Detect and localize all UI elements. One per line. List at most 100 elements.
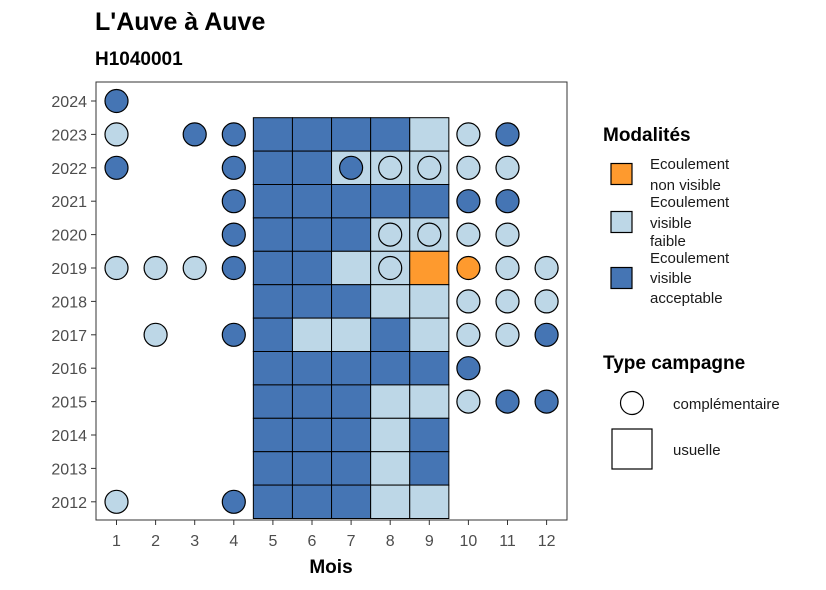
point-2017-12 bbox=[534, 322, 559, 347]
point-2012-4 bbox=[221, 489, 246, 514]
y-tick-label: 2016 bbox=[51, 361, 87, 378]
y-tick-label: 2013 bbox=[51, 461, 87, 478]
tile-2022-6 bbox=[291, 150, 333, 186]
point-2015-10 bbox=[456, 389, 481, 414]
point-2016-10 bbox=[456, 356, 481, 381]
tile-2017-9 bbox=[409, 317, 450, 353]
point-2019-3 bbox=[182, 255, 207, 281]
tile-2015-6 bbox=[291, 384, 333, 419]
point-2018-12 bbox=[534, 289, 559, 314]
x-tick-label: 4 bbox=[229, 533, 238, 550]
point-2019-2 bbox=[143, 255, 168, 281]
tile-2013-8 bbox=[370, 451, 411, 486]
legend-label-vf: Ecoulement visible faible bbox=[650, 194, 730, 250]
legend-circle-key bbox=[619, 390, 645, 416]
x-axis: 1 2 3 4 5 6 7 8 9 10 11 12 bbox=[112, 520, 556, 550]
tile-2021-9 bbox=[409, 184, 450, 219]
tile-2023-8 bbox=[370, 117, 411, 152]
y-tick-label: 2023 bbox=[51, 127, 87, 144]
chart-title: L'Auve à Auve bbox=[95, 8, 265, 36]
x-tick-label: 12 bbox=[538, 533, 556, 550]
y-axis: 2024 2023 2022 2021 2020 2019 2018 2017 2016 2015… bbox=[51, 94, 96, 512]
tile-2014-7 bbox=[331, 417, 372, 453]
point-2024-1 bbox=[104, 88, 129, 114]
y-tick-label: 2014 bbox=[51, 428, 87, 445]
point-2012-1 bbox=[104, 489, 129, 514]
point-2021-10 bbox=[456, 189, 481, 214]
point-2023-4 bbox=[221, 122, 246, 147]
legend-campagne-title: Type campagne bbox=[603, 353, 745, 374]
tile-2017-6 bbox=[291, 317, 333, 353]
point-2020-9 bbox=[417, 222, 442, 247]
point-2022-8 bbox=[378, 155, 403, 180]
point-2023-10 bbox=[456, 122, 481, 147]
point-2018-10 bbox=[456, 289, 481, 314]
usuelle-tiles bbox=[252, 117, 450, 520]
point-2021-11 bbox=[495, 189, 520, 214]
tile-2012-8 bbox=[370, 484, 411, 520]
tile-2012-9 bbox=[409, 484, 450, 520]
tile-2019-6 bbox=[291, 250, 333, 286]
y-tick-label: 2022 bbox=[51, 161, 87, 178]
point-2023-1 bbox=[104, 122, 129, 147]
point-2015-12 bbox=[534, 389, 559, 414]
point-2021-4 bbox=[221, 189, 246, 214]
legend-campagne-label-complementaire: complémentaire bbox=[673, 396, 780, 413]
tile-2012-5 bbox=[252, 484, 293, 520]
point-2020-4 bbox=[221, 222, 246, 247]
legend-square-key bbox=[611, 428, 653, 470]
y-tick-label: 2012 bbox=[51, 495, 87, 512]
tile-2017-5 bbox=[252, 317, 293, 353]
x-tick-label: 8 bbox=[386, 533, 395, 550]
plot-area bbox=[95, 81, 568, 521]
legend-label-va: Ecoulement visible acceptable bbox=[650, 250, 730, 307]
tile-2023-9 bbox=[409, 117, 450, 152]
point-2019-1 bbox=[104, 255, 129, 281]
tile-2019-5 bbox=[252, 250, 293, 286]
point-2015-11 bbox=[495, 389, 520, 414]
tile-2016-8 bbox=[370, 351, 411, 386]
tile-2020-6 bbox=[291, 217, 333, 252]
point-2019-10 bbox=[456, 255, 481, 281]
y-tick-label: 2017 bbox=[51, 328, 87, 345]
point-2022-4 bbox=[221, 155, 246, 180]
tile-2016-7 bbox=[331, 351, 372, 386]
point-2023-11 bbox=[495, 122, 520, 147]
x-tick-label: 6 bbox=[308, 533, 317, 550]
legend-modalites: Modalités Ecoulement non visibleEcoulemen… bbox=[603, 125, 730, 307]
x-tick-label: 11 bbox=[499, 533, 516, 550]
point-2019-12 bbox=[534, 255, 559, 281]
legend-type-campagne: Type campagne complémentaire usuelle bbox=[603, 353, 780, 470]
y-tick-label: 2021 bbox=[51, 194, 87, 211]
point-2023-3 bbox=[182, 122, 207, 147]
tile-2013-6 bbox=[291, 451, 333, 486]
legend-label-nv: Ecoulement non visible bbox=[650, 156, 730, 194]
point-2018-11 bbox=[495, 289, 520, 314]
legend-modalites-title: Modalités bbox=[603, 125, 691, 146]
x-tick-label: 1 bbox=[112, 533, 121, 550]
point-2022-11 bbox=[495, 155, 520, 180]
tile-2018-7 bbox=[331, 284, 372, 319]
point-2017-4 bbox=[221, 322, 246, 347]
tile-2018-8 bbox=[370, 284, 411, 319]
point-2022-10 bbox=[456, 155, 481, 180]
y-tick-label: 2015 bbox=[51, 395, 87, 412]
tile-2023-6 bbox=[291, 117, 333, 152]
point-2019-4 bbox=[221, 255, 246, 281]
y-tick-label: 2019 bbox=[51, 261, 87, 278]
tile-2014-5 bbox=[252, 417, 293, 453]
tile-2021-8 bbox=[370, 184, 411, 219]
point-2022-9 bbox=[417, 155, 442, 180]
y-tick-label: 2018 bbox=[51, 294, 87, 311]
point-2017-10 bbox=[456, 322, 481, 347]
tile-2013-5 bbox=[252, 451, 293, 486]
point-2020-11 bbox=[495, 222, 520, 247]
tile-2018-6 bbox=[291, 284, 333, 319]
tile-2015-9 bbox=[409, 384, 450, 419]
tile-2020-5 bbox=[252, 217, 293, 252]
x-tick-label: 7 bbox=[347, 533, 356, 550]
point-2019-8 bbox=[378, 255, 403, 281]
point-2017-11 bbox=[495, 322, 520, 347]
tile-2021-5 bbox=[252, 184, 293, 219]
tile-2017-8 bbox=[370, 317, 411, 353]
